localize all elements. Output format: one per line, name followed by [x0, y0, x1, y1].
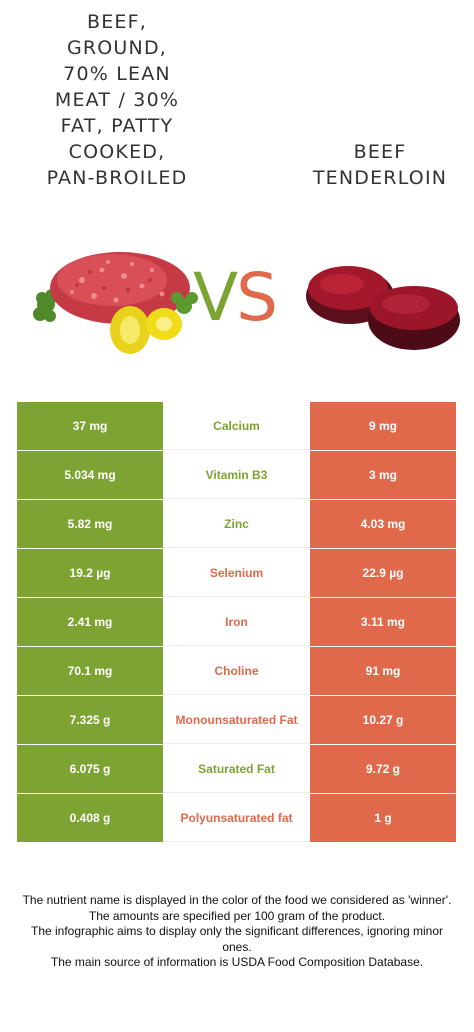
- left-food-value: 5.82 mg: [17, 500, 163, 548]
- table-row: 19.2 µg Selenium 22.9 µg: [17, 549, 456, 597]
- nutrient-name: Iron: [163, 598, 310, 646]
- left-food-value: 37 mg: [17, 402, 163, 450]
- right-food-value: 9 mg: [310, 402, 456, 450]
- vs-s-letter: S: [236, 259, 278, 336]
- right-food-value: 4.03 mg: [310, 500, 456, 548]
- left-food-value: 19.2 µg: [17, 549, 163, 597]
- nutrient-name: Calcium: [163, 402, 310, 450]
- nutrient-name: Selenium: [163, 549, 310, 597]
- table-row: 7.325 g Monounsaturated Fat 10.27 g: [17, 696, 456, 744]
- left-food-value: 70.1 mg: [17, 647, 163, 695]
- left-food-title-line: COOKED,: [68, 141, 166, 163]
- right-food-title: BEEF TENDERLOIN: [300, 139, 460, 191]
- footnote-line: The infographic aims to display only the…: [31, 924, 443, 954]
- left-food-title-line: 70% LEAN: [63, 63, 171, 85]
- right-food-title-line: TENDERLOIN: [312, 167, 448, 189]
- table-row: 70.1 mg Choline 91 mg: [17, 647, 456, 695]
- left-food-title-line: PAN-BROILED: [46, 167, 188, 189]
- right-food-value: 3.11 mg: [310, 598, 456, 646]
- ground-beef-image: [33, 252, 198, 354]
- nutrient-name: Saturated Fat: [163, 745, 310, 793]
- table-row: 0.408 g Polyunsaturated fat 1 g: [17, 794, 456, 842]
- left-food-value: 5.034 mg: [17, 451, 163, 499]
- left-food-value: 2.41 mg: [17, 598, 163, 646]
- table-row: 5.82 mg Zinc 4.03 mg: [17, 500, 456, 548]
- left-food-title: BEEF, GROUND, 70% LEAN MEAT / 30% FAT, P…: [22, 9, 212, 191]
- table-row: 5.034 mg Vitamin B3 3 mg: [17, 451, 456, 499]
- nutrient-name: Choline: [163, 647, 310, 695]
- left-food-title-line: BEEF,: [86, 11, 147, 33]
- left-food-value: 7.325 g: [17, 696, 163, 744]
- nutrient-name: Polyunsaturated fat: [163, 794, 310, 842]
- right-food-value: 91 mg: [310, 647, 456, 695]
- table-row: 37 mg Calcium 9 mg: [17, 402, 456, 450]
- right-food-value: 10.27 g: [310, 696, 456, 744]
- footnote-line: The amounts are specified per 100 gram o…: [88, 908, 386, 923]
- right-food-title-line: BEEF: [353, 141, 407, 163]
- left-food-title-line: MEAT / 30%: [54, 89, 180, 111]
- right-food-value: 9.72 g: [310, 745, 456, 793]
- nutrient-name: Monounsaturated Fat: [163, 696, 310, 744]
- footnote-line: The main source of information is USDA F…: [50, 955, 424, 969]
- footnote-line: The nutrient name is displayed in the co…: [22, 893, 452, 907]
- footnote: The nutrient name is displayed in the co…: [20, 893, 454, 971]
- left-food-title-line: GROUND,: [66, 37, 168, 59]
- left-food-value: 6.075 g: [17, 745, 163, 793]
- vs-label: VS: [193, 258, 278, 338]
- right-food-value: 1 g: [310, 794, 456, 842]
- table-row: 6.075 g Saturated Fat 9.72 g: [17, 745, 456, 793]
- beef-tenderloin-image: [306, 266, 460, 350]
- right-food-value: 3 mg: [310, 451, 456, 499]
- right-food-value: 22.9 µg: [310, 549, 456, 597]
- table-row: 2.41 mg Iron 3.11 mg: [17, 598, 456, 646]
- left-food-value: 0.408 g: [17, 794, 163, 842]
- left-food-title-line: FAT, PATTY: [60, 115, 174, 137]
- nutrient-comparison-table: 37 mg Calcium 9 mg 5.034 mg Vitamin B3 3…: [17, 402, 456, 843]
- vs-v-letter: V: [193, 259, 238, 336]
- nutrient-name: Vitamin B3: [163, 451, 310, 499]
- nutrient-name: Zinc: [163, 500, 310, 548]
